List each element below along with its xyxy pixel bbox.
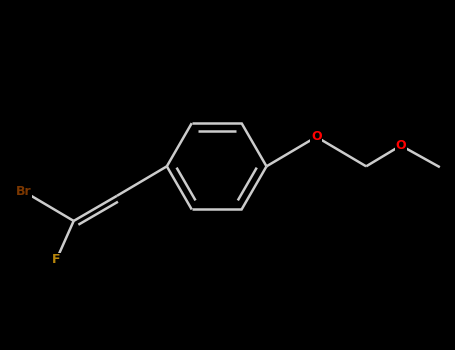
Text: O: O xyxy=(395,139,406,152)
Text: O: O xyxy=(311,130,322,143)
Text: Br: Br xyxy=(16,185,32,198)
Text: F: F xyxy=(52,253,61,266)
